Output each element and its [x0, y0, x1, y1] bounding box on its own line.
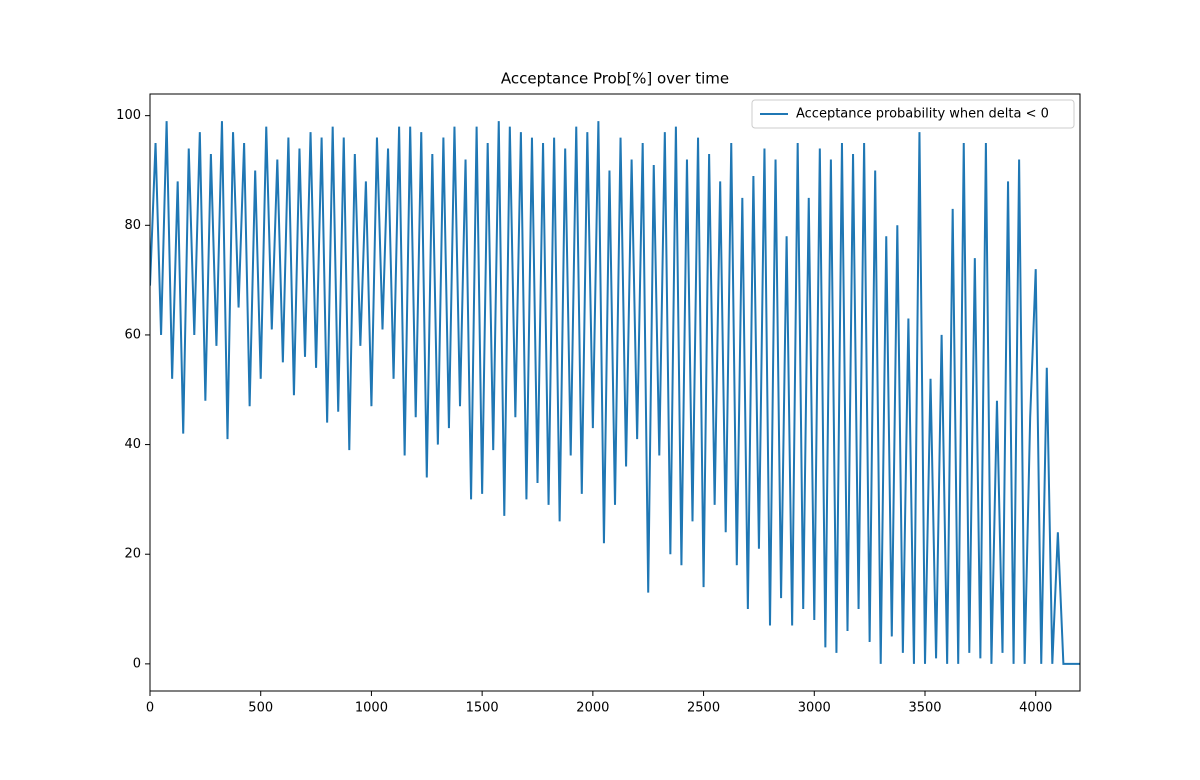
legend-label: Acceptance probability when delta < 0: [796, 107, 1049, 122]
x-tick-label: 4000: [1019, 701, 1052, 716]
x-tick-label: 1000: [355, 701, 388, 716]
y-tick-label: 0: [133, 656, 141, 671]
y-tick-label: 80: [124, 218, 141, 233]
y-tick-label: 20: [124, 547, 141, 562]
x-tick-label: 3000: [798, 701, 831, 716]
y-tick-label: 100: [116, 108, 141, 123]
chart-title: Acceptance Prob[%] over time: [501, 70, 729, 88]
x-tick-label: 3500: [908, 701, 941, 716]
y-tick-label: 40: [124, 437, 141, 452]
x-tick-label: 0: [146, 701, 154, 716]
plot-frame: [149, 93, 1081, 692]
x-tick-label: 1500: [466, 701, 499, 716]
data-line: [150, 121, 1080, 665]
y-tick-label: 60: [124, 327, 141, 342]
x-tick-label: 500: [248, 701, 273, 716]
x-tick-label: 2500: [687, 701, 720, 716]
x-tick-label: 2000: [576, 701, 609, 716]
legend-box: [751, 99, 1075, 129]
